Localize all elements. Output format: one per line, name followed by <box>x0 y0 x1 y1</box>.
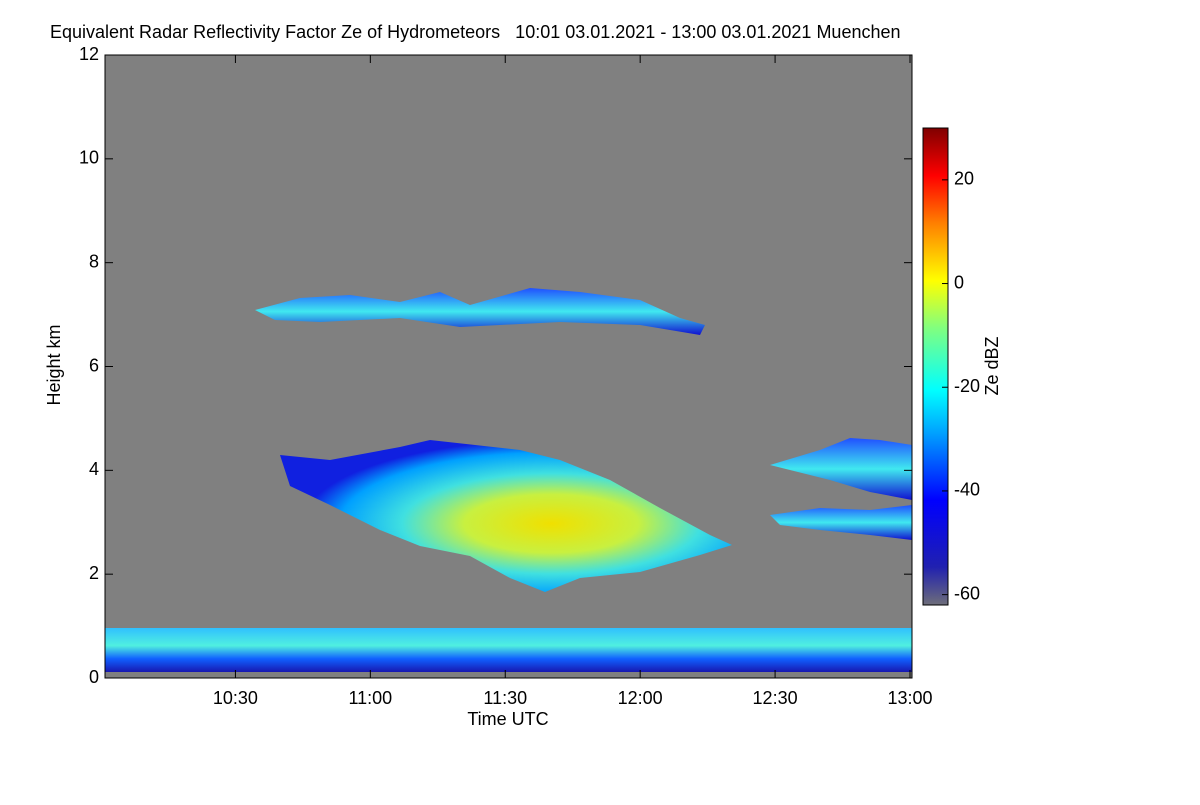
x-tick-label: 10:30 <box>213 688 258 708</box>
colorbar-label: Ze dBZ <box>982 336 1002 395</box>
y-axis-label: Height km <box>44 324 64 405</box>
y-tick-label: 0 <box>89 667 99 687</box>
x-tick-label: 12:30 <box>753 688 798 708</box>
colorbar <box>922 127 949 606</box>
plot-area <box>105 55 912 678</box>
y-tick-label: 2 <box>89 563 99 583</box>
x-tick-label: 11:00 <box>348 688 392 708</box>
right-layer <box>770 438 912 500</box>
reflectivity-field <box>105 288 912 672</box>
x-tick-label: 12:00 <box>618 688 663 708</box>
colorbar-tick-label: -20 <box>954 376 980 396</box>
surface-echo <box>105 628 912 672</box>
y-tick-label: 4 <box>89 459 99 479</box>
chart-title: Equivalent Radar Reflectivity Factor Ze … <box>50 22 901 42</box>
y-tick-label: 12 <box>79 44 99 64</box>
cloud-core <box>280 440 732 592</box>
colorbar-tick-label: -60 <box>954 583 980 603</box>
x-tick-label: 13:00 <box>887 688 932 708</box>
y-tick-label: 8 <box>89 251 99 271</box>
y-tick-label: 10 <box>79 148 99 168</box>
colorbar-tick-label: 0 <box>954 272 964 292</box>
upper-layer <box>255 288 705 335</box>
x-tick-label: 11:30 <box>483 688 527 708</box>
x-axis-label: Time UTC <box>467 709 548 729</box>
y-tick-label: 6 <box>89 355 99 375</box>
colorbar-tick-label: -40 <box>954 480 980 500</box>
right-layer <box>770 505 912 540</box>
colorbar-tick-label: 20 <box>954 169 974 189</box>
